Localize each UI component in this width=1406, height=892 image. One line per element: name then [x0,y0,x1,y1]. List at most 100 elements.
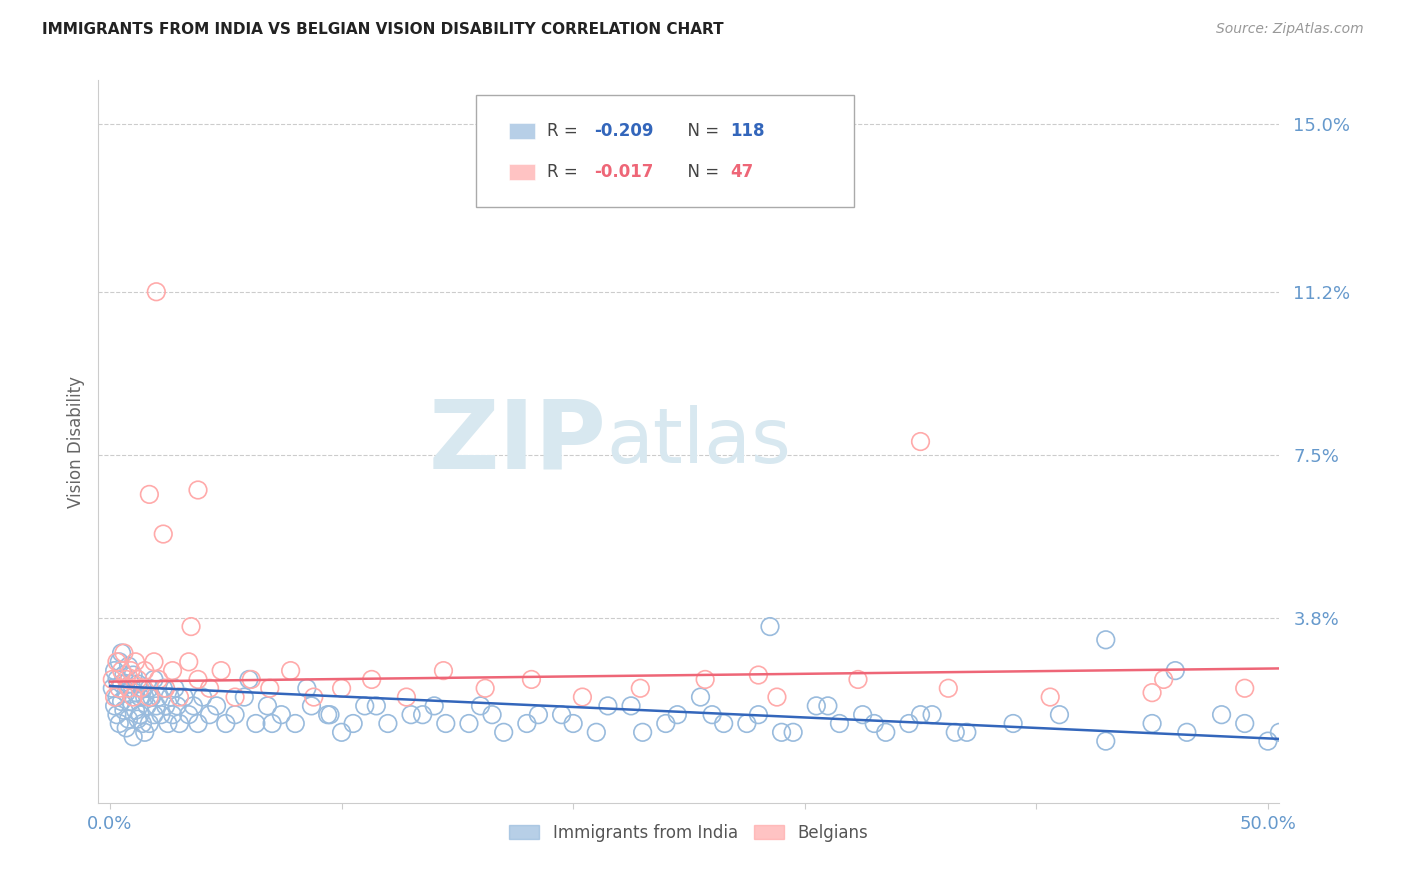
Point [766,690,789,704]
Point [122,690,145,704]
Point [527,707,550,722]
Point [127,673,149,687]
Point [863,716,886,731]
Point [115,673,138,687]
Point [628,681,651,696]
Point [262,716,284,731]
Text: ZIP: ZIP [429,395,606,488]
Point [159,690,181,704]
Text: -0.017: -0.017 [595,163,654,181]
Point [177,655,200,669]
Point [177,707,200,722]
Point [655,716,678,731]
Point [366,698,388,713]
Point [875,725,897,739]
Point [129,707,152,722]
Point [301,698,323,713]
Point [782,725,804,739]
Point [145,698,167,713]
Point [319,707,342,722]
Point [434,716,457,731]
Text: atlas: atlas [606,405,792,478]
Point [481,707,503,722]
Point [233,690,256,704]
Point [187,716,209,731]
Point [141,690,163,704]
Point [516,716,538,731]
Point [138,716,160,731]
FancyBboxPatch shape [509,123,536,139]
Point [145,285,167,299]
Point [256,698,278,713]
Point [1175,725,1198,739]
Point [198,681,221,696]
Point [817,698,839,713]
Point [284,716,307,731]
Point [104,690,127,704]
Point [124,655,146,669]
Point [104,664,127,678]
Point [316,707,339,722]
Point [131,716,153,731]
Text: 118: 118 [730,122,765,140]
Point [112,668,135,682]
Point [110,694,132,708]
Text: IMMIGRANTS FROM INDIA VS BELGIAN VISION DISABILITY CORRELATION CHART: IMMIGRANTS FROM INDIA VS BELGIAN VISION … [42,22,724,37]
Point [1049,707,1071,722]
Point [187,483,209,497]
Text: 47: 47 [730,163,754,181]
Point [191,690,214,704]
Point [562,716,585,731]
Point [353,698,375,713]
Point [1002,716,1025,731]
Point [115,721,138,735]
Point [183,698,205,713]
Point [120,677,142,691]
Point [152,681,174,696]
Point [713,716,735,731]
Point [828,716,851,731]
Point [127,677,149,691]
Point [1094,632,1116,647]
Point [631,725,654,739]
Point [432,664,454,678]
Point [1039,690,1062,704]
Point [105,655,128,669]
Point [209,664,232,678]
Point [342,716,364,731]
Point [108,716,131,731]
Point [700,707,723,722]
Point [330,725,353,739]
Point [120,694,142,708]
Point [127,712,149,726]
Point [458,716,481,731]
Text: Source: ZipAtlas.com: Source: ZipAtlas.com [1216,22,1364,37]
Point [910,707,932,722]
Point [134,725,156,739]
Point [1140,716,1163,731]
Point [550,707,572,722]
Point [492,725,515,739]
Point [852,707,875,722]
Point [134,690,156,704]
Point [122,730,145,744]
Point [124,686,146,700]
Point [943,725,966,739]
Point [377,716,399,731]
Point [110,677,132,691]
Point [104,698,127,713]
Point [143,655,166,669]
Point [666,707,689,722]
Point [571,690,593,704]
Point [897,716,920,731]
Point [770,725,793,739]
Point [302,690,325,704]
Point [224,707,246,722]
Point [1257,734,1279,748]
Point [155,698,177,713]
Point [270,707,292,722]
Point [936,681,959,696]
Point [105,690,128,704]
Point [224,690,246,704]
Point [120,664,142,678]
